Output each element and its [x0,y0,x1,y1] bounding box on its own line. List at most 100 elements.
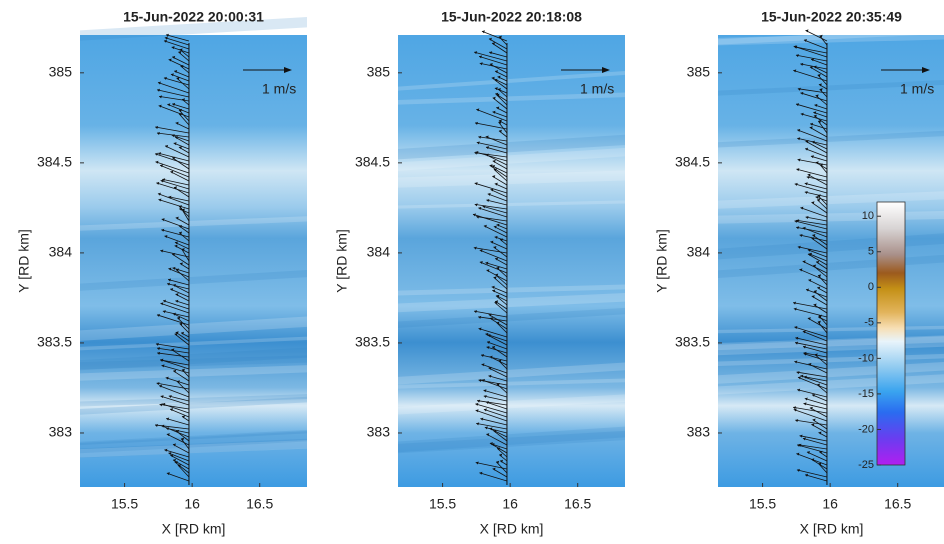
quiver-arrow [169,408,190,418]
quiver-arrow [794,342,828,350]
arrow-head [800,62,804,66]
arrow-head [173,142,177,146]
arrow-head [489,355,493,359]
arrow-head [800,91,804,95]
quiver-arrow [163,40,190,50]
streak [80,16,307,41]
arrow-head [812,418,816,422]
arrow-head [165,144,169,148]
quiver-arrow [811,394,828,402]
quiver-arrow [163,77,190,86]
arrow-head [818,314,822,318]
quiver-arrow [486,341,508,350]
arrow-head [496,321,500,325]
arrow-head [805,147,809,151]
quiver-arrow [809,126,828,138]
quiver-arrow [800,375,828,386]
quiver-arrow [483,408,508,418]
quiver-arrow [488,38,508,50]
arrow-head [491,164,495,168]
streak [398,430,625,454]
quiver-arrow [170,454,190,466]
arrow-head [174,332,178,336]
y-tick-label: 384 [687,244,711,260]
arrow-head [811,201,815,205]
arrow-head [492,159,496,163]
arrow-head [496,266,500,270]
quiver-arrow [181,248,190,262]
arrow-head [479,260,483,264]
quiver-arrow [157,352,190,358]
arrow-head [162,402,166,406]
arrow-head [499,453,503,457]
quiver-arrow [491,286,508,294]
quiver-arrow [166,418,190,426]
quiver-arrow [478,207,508,218]
arrow-head [475,409,479,413]
chart-title: 15-Jun-2022 20:35:49 [761,9,902,25]
quiver-arrow [491,346,508,358]
quiver-arrow [485,154,508,166]
quiver-arrow [478,328,508,338]
quiver-arrow [493,430,508,442]
streak [398,378,625,389]
quiver-arrow [794,326,828,338]
quiver-arrow [485,136,508,146]
quiver-arrow [797,129,828,142]
quiver-arrow [817,74,828,86]
arrow-head [176,76,180,80]
quiver-arrow [804,148,828,158]
arrow-head [809,126,813,130]
arrow-head [174,241,178,245]
y-tick-label: 384 [49,244,73,260]
quiver-arrow [166,472,190,482]
quiver-arrow [811,141,828,150]
arrow-head [164,36,168,40]
arrow-head [479,249,483,253]
arrow-head [794,360,798,364]
arrow-head [804,182,808,186]
quiver-arrow [819,35,828,46]
arrow-head [159,384,163,388]
x-tick-label: 16.5 [564,496,591,512]
scale-label: 1 m/s [900,81,934,97]
quiver-arrow [492,468,508,478]
quiver-arrow [489,51,508,58]
quiver-arrow [154,424,190,430]
arrow-head [802,260,806,264]
arrow-head [493,168,497,172]
quiver-arrow [496,322,508,334]
arrow-head [793,301,797,305]
quiver-arrow [793,409,828,422]
quiver-arrow [172,284,190,294]
quiver-arrow [168,196,190,202]
arrow-head [495,273,499,277]
arrow-head [486,146,490,150]
arrow-head [813,111,817,115]
arrow-head [178,205,182,209]
quiver-arrow [178,113,190,126]
streak [80,336,307,351]
y-axis-label: Y [RD km] [16,229,32,293]
arrow-head [811,237,815,241]
arrow-head [172,312,176,316]
arrow-head [176,380,180,384]
arrow-head [164,235,168,239]
quiver-arrow [481,363,508,374]
quiver-arrow [173,142,190,150]
arrow-head [160,164,164,168]
quiver-arrow [491,165,508,174]
arrow-head [796,371,800,375]
arrow-head [172,253,176,257]
arrow-head [812,233,816,237]
quiver-arrow [480,354,508,362]
quiver-arrow [811,201,828,214]
quiver-arrow [164,37,190,46]
quiver-arrow [160,359,190,370]
arrow-head [172,102,176,106]
colorbar-tick-label: -20 [858,423,874,435]
arrow-head [483,389,487,393]
quiver-arrow [493,169,508,182]
arrow-head [800,112,804,116]
quiver-arrow [167,279,190,286]
